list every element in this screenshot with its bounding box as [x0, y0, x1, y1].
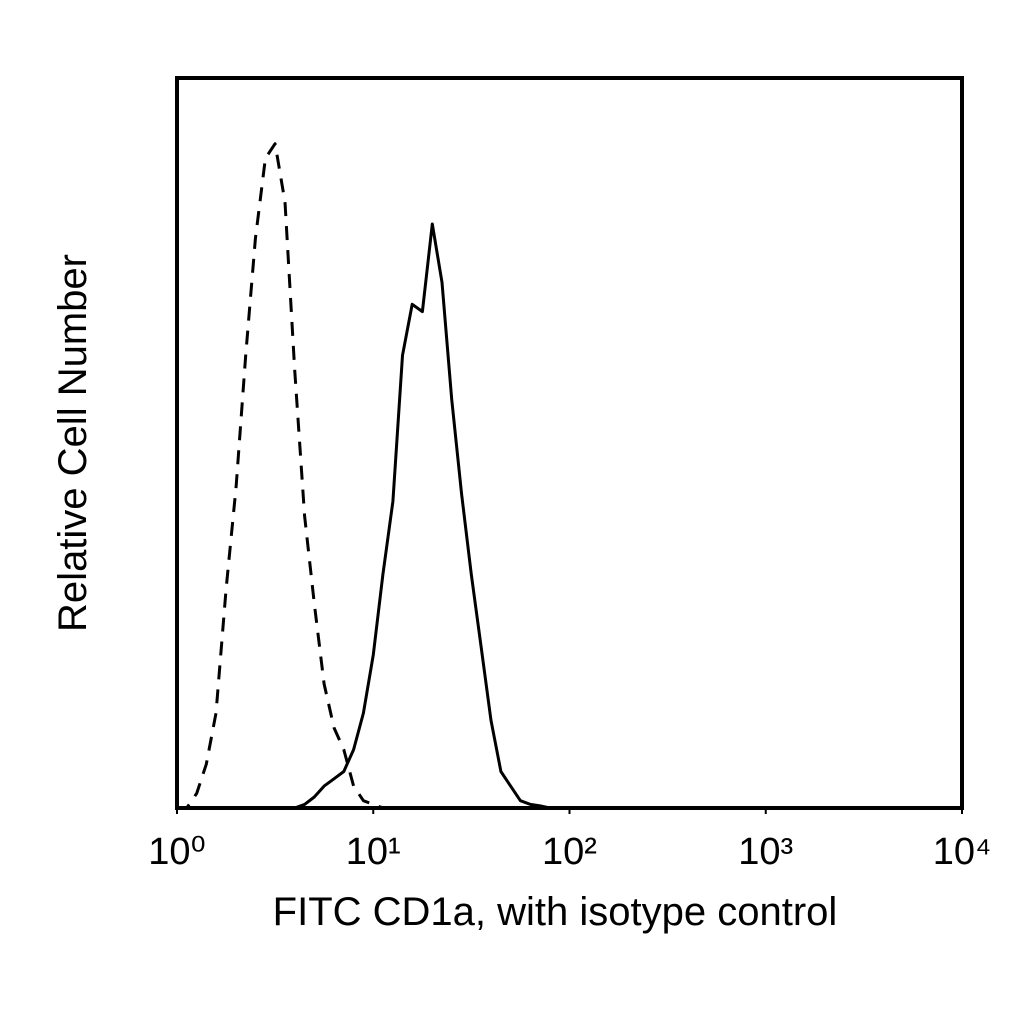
x-tick-label: 10³: [738, 831, 793, 873]
x-tick-label: 10⁴: [933, 831, 992, 873]
x-axis-label: FITC CD1a, with isotype control: [273, 890, 838, 934]
isotype-histogram: [177, 142, 393, 810]
cd1a-histogram: [236, 222, 570, 810]
x-tick-label: 10⁰: [148, 831, 206, 873]
x-tick-label: 10¹: [346, 831, 401, 873]
plot-frame: [175, 76, 964, 810]
x-tick-label: 10²: [542, 831, 597, 873]
y-axis-label: Relative Cell Number: [51, 254, 95, 632]
